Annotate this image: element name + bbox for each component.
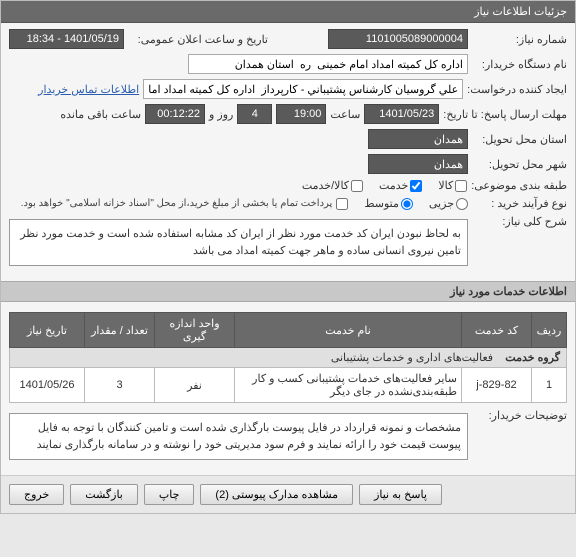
desc-label: شرح کلی نیاز: [472, 215, 567, 228]
g3-check[interactable] [351, 180, 363, 192]
row-requester: ایجاد کننده درخواست: اطلاعات تماس خریدار [9, 79, 567, 99]
docs-button[interactable]: مشاهده مدارک پیوستی (2) [200, 484, 353, 505]
requester-input [143, 79, 463, 99]
need-no-label: شماره نیاز: [472, 33, 567, 46]
row-process: نوع فرآیند خرید : جزیی متوسط پرداخت تمام… [9, 197, 567, 210]
city-label: شهر محل تحویل: [472, 158, 567, 171]
th-qty: تعداد / مقدار [85, 313, 155, 348]
g2-label: خدمت [379, 179, 408, 192]
deadline-label: مهلت ارسال پاسخ: تا تاریخ: [443, 108, 567, 121]
process-radios: جزیی متوسط [352, 197, 468, 210]
group-label: طبقه بندی موضوعی: [471, 179, 567, 192]
row-province: استان محل تحویل: [9, 129, 567, 149]
desc-text: به لحاظ نبودن ایران کد خدمت مورد نظر از … [9, 219, 468, 266]
cell-idx: 1 [532, 368, 567, 403]
need-no-input [328, 29, 468, 49]
group-name-label: گروه خدمت [505, 352, 560, 364]
cell-code: 829-82-j [462, 368, 532, 403]
buyer-notes-label: توضیحات خریدار: [472, 409, 567, 422]
details-panel: جزئیات اطلاعات نیاز شماره نیاز: تاریخ و … [0, 0, 576, 514]
countdown-input [145, 104, 205, 124]
buyer-notes-text: مشخصات و نمونه قرارداد در فایل پیوست بار… [9, 413, 468, 460]
province-label: استان محل تحویل: [472, 133, 567, 146]
row-buyer-notes: توضیحات خریدار: مشخصات و نمونه قرارداد د… [9, 409, 567, 464]
p1-label: جزیی [429, 197, 454, 210]
cell-unit: نفر [155, 368, 235, 403]
row-need-no: شماره نیاز: تاریخ و ساعت اعلان عمومی: [9, 29, 567, 49]
row-group: طبقه بندی موضوعی: کالا خدمت کالا/خدمت [9, 179, 567, 192]
group-row: گروه خدمت فعالیت‌های اداری و خدمات پشتیب… [10, 348, 567, 368]
p2-radio[interactable] [401, 198, 413, 210]
row-buyer-org: نام دستگاه خریدار: [9, 54, 567, 74]
buyer-org-label: نام دستگاه خریدار: [472, 58, 567, 71]
process-label: نوع فرآیند خرید : [472, 197, 567, 210]
days-label: روز و [209, 108, 233, 121]
g1-check[interactable] [455, 180, 467, 192]
table-header-row: ردیف کد خدمت نام خدمت واحد اندازه گیری ت… [10, 313, 567, 348]
public-datetime-input [9, 29, 124, 49]
panel-title: جزئیات اطلاعات نیاز [1, 1, 575, 23]
row-city: شهر محل تحویل: [9, 154, 567, 174]
days-input [237, 104, 272, 124]
g2-check[interactable] [410, 180, 422, 192]
group-cell: گروه خدمت فعالیت‌های اداری و خدمات پشتیب… [10, 348, 567, 368]
exit-button[interactable]: خروج [9, 484, 64, 505]
row-deadline: مهلت ارسال پاسخ: تا تاریخ: ساعت روز و سا… [9, 104, 567, 124]
group-radios: کالا خدمت کالا/خدمت [290, 179, 467, 192]
buyer-org-input [188, 54, 468, 74]
back-button[interactable]: بازگشت [70, 484, 138, 505]
payment-check[interactable] [336, 198, 348, 210]
services-table: ردیف کد خدمت نام خدمت واحد اندازه گیری ت… [9, 312, 567, 403]
city-input [368, 154, 468, 174]
g3-label: کالا/خدمت [302, 179, 349, 192]
services-header: اطلاعات خدمات مورد نیاز [1, 281, 575, 302]
p2-label: متوسط [364, 197, 399, 210]
contact-link[interactable]: اطلاعات تماس خریدار [38, 83, 139, 96]
th-unit: واحد اندازه گیری [155, 313, 235, 348]
g1-label: کالا [438, 179, 453, 192]
panel-body: شماره نیاز: تاریخ و ساعت اعلان عمومی: نا… [1, 23, 575, 281]
time-label: ساعت [330, 108, 360, 121]
group-name: فعالیت‌های اداری و خدمات پشتیبانی [331, 352, 493, 364]
deadline-time-input [276, 104, 326, 124]
remain-label: ساعت باقی مانده [60, 108, 141, 121]
public-datetime-label: تاریخ و ساعت اعلان عمومی: [128, 33, 268, 46]
th-name: نام خدمت [235, 313, 462, 348]
th-code: کد خدمت [462, 313, 532, 348]
table-row: 1 829-82-j سایر فعالیت‌های خدمات پشتیبان… [10, 368, 567, 403]
reply-button[interactable]: پاسخ به نیاز [359, 484, 442, 505]
cell-date: 1401/05/26 [10, 368, 85, 403]
requester-label: ایجاد کننده درخواست: [467, 83, 567, 96]
print-button[interactable]: چاپ [144, 484, 195, 505]
row-desc: شرح کلی نیاز: به لحاظ نبودن ایران کد خدم… [9, 215, 567, 270]
p1-radio[interactable] [456, 198, 468, 210]
payment-note: پرداخت تمام یا بخشی از مبلغ خرید،از محل … [21, 198, 333, 209]
cell-name: سایر فعالیت‌های خدمات پشتیبانی کسب و کار… [235, 368, 462, 403]
province-input [368, 129, 468, 149]
button-row: خروج بازگشت چاپ مشاهده مدارک پیوستی (2) … [1, 475, 575, 513]
deadline-date-input [364, 104, 439, 124]
cell-qty: 3 [85, 368, 155, 403]
services-body: ردیف کد خدمت نام خدمت واحد اندازه گیری ت… [1, 302, 575, 475]
th-date: تاریخ نیاز [10, 313, 85, 348]
th-idx: ردیف [532, 313, 567, 348]
